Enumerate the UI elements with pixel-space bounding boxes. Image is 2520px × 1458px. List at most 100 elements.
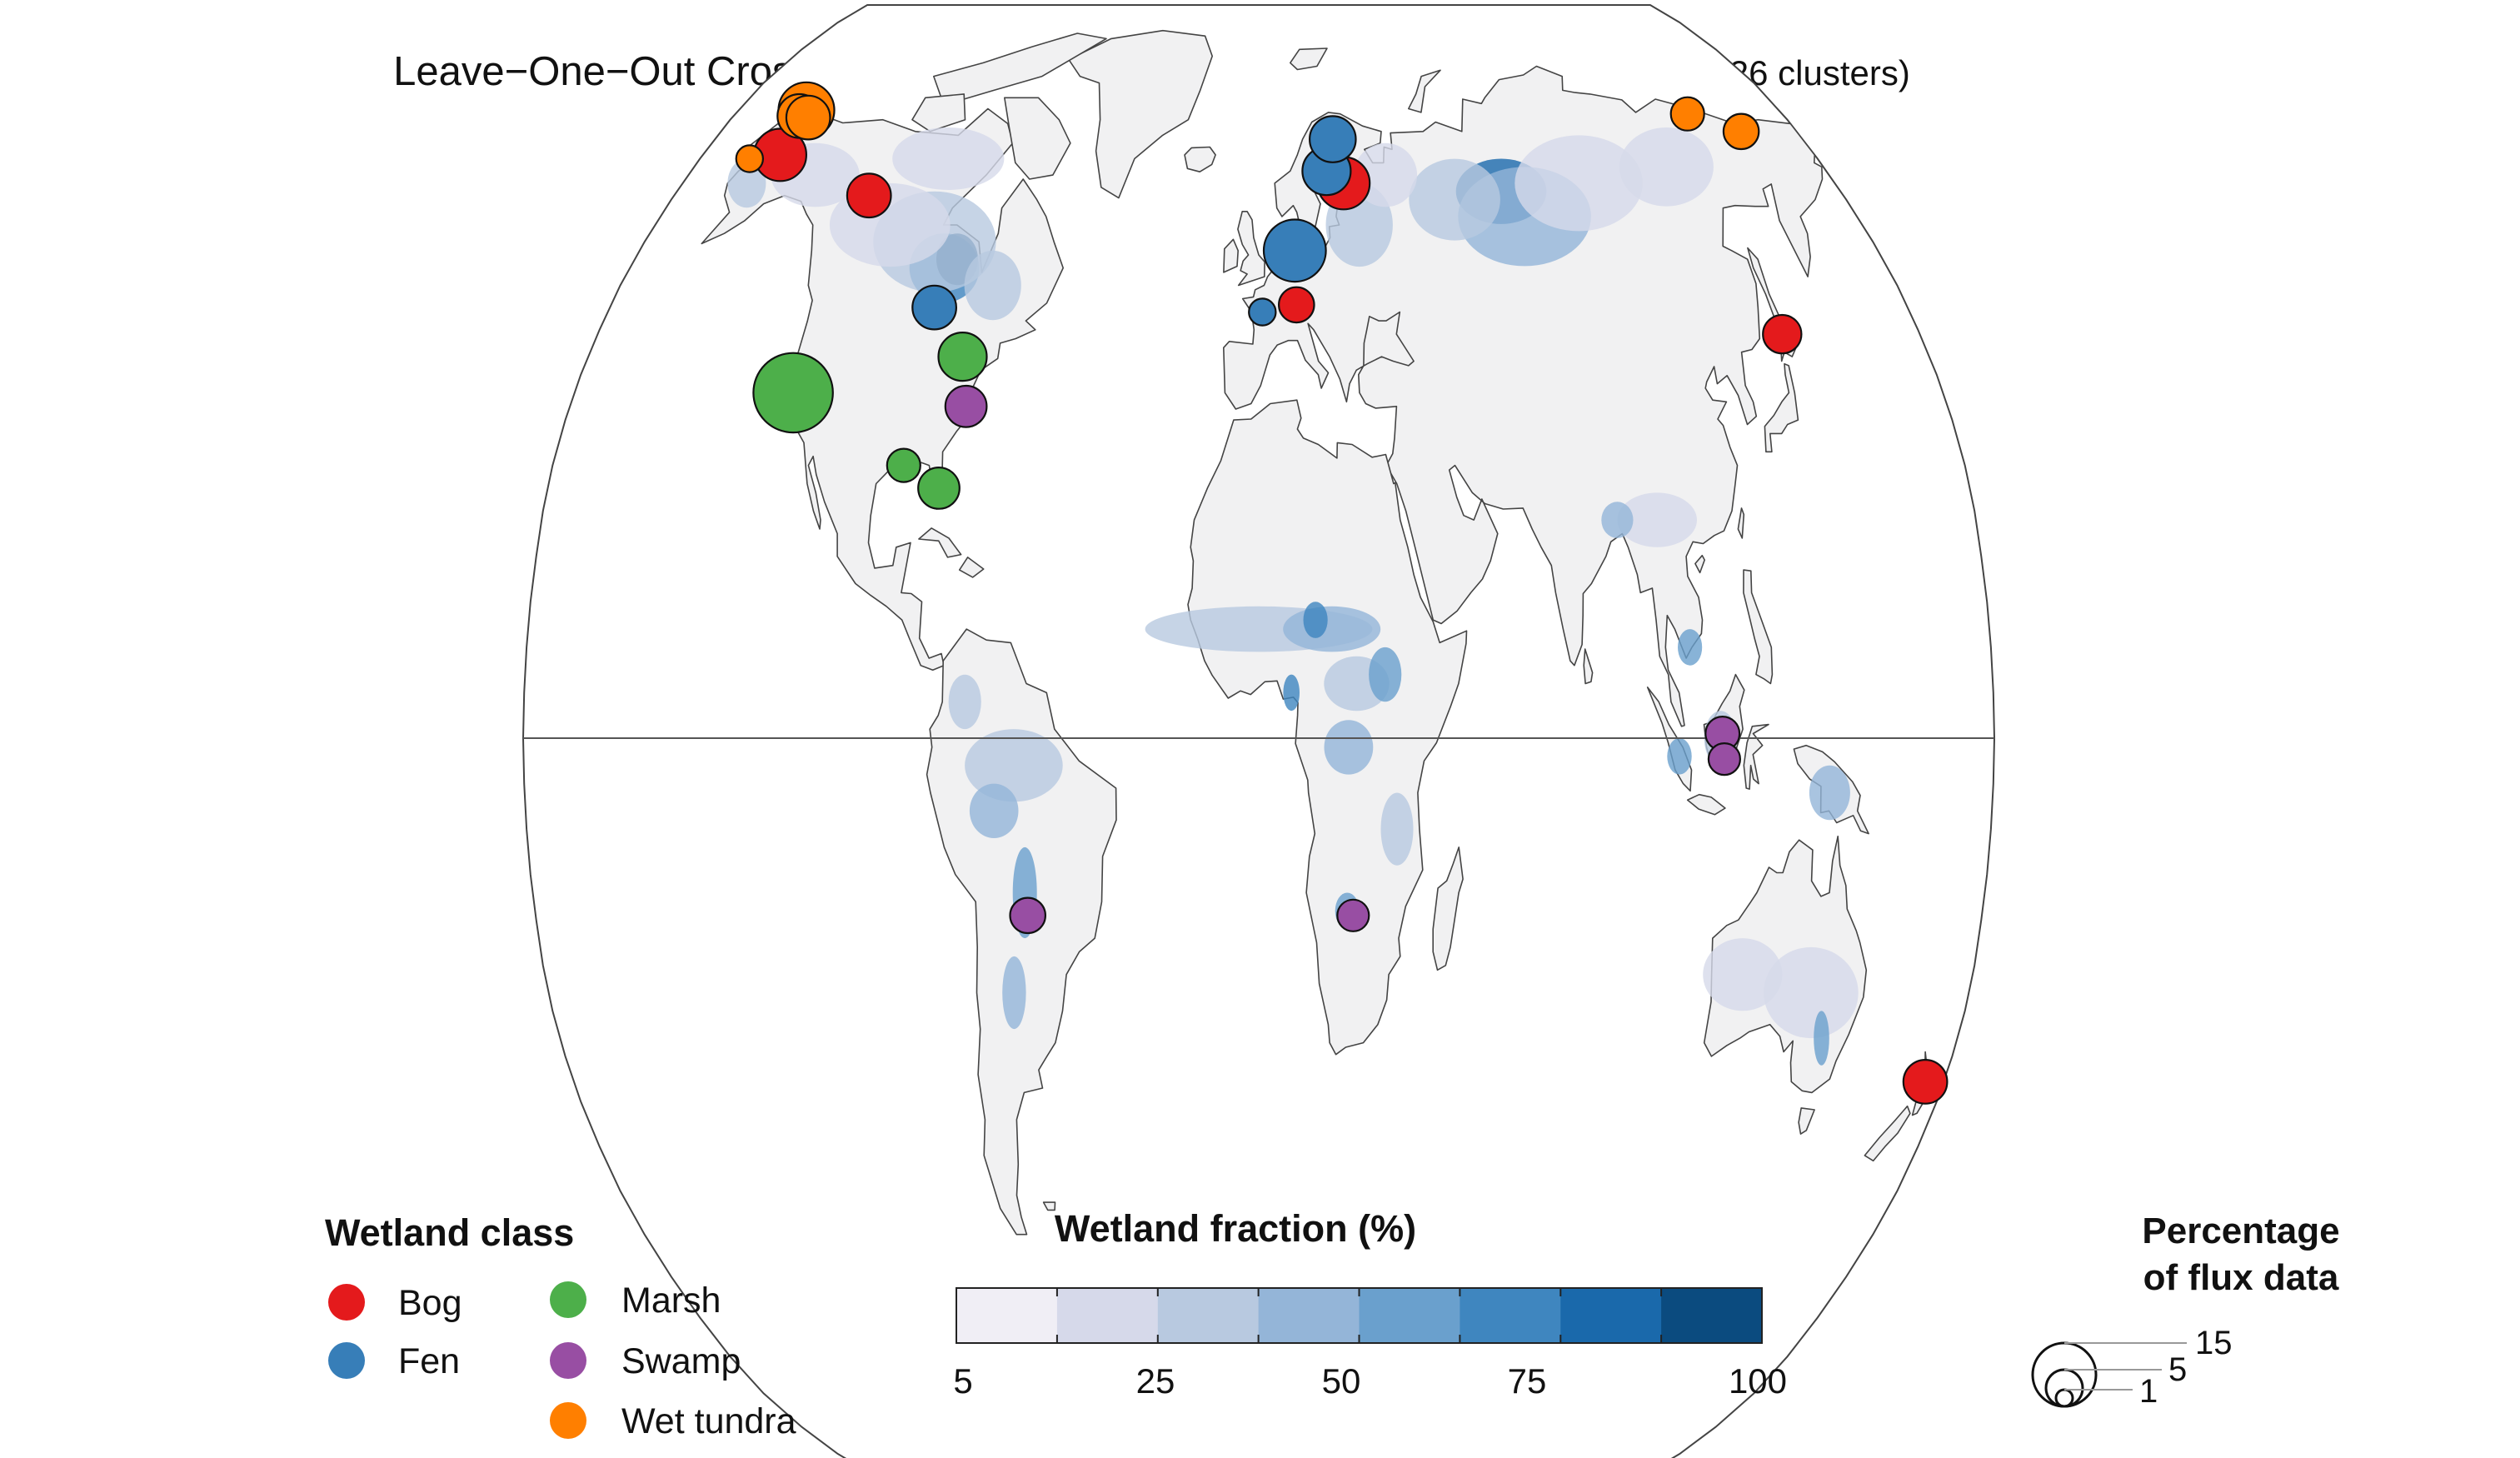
wetland-patch bbox=[964, 250, 1021, 321]
site-marker-marsh bbox=[886, 447, 921, 483]
land-cuba bbox=[918, 527, 962, 558]
land-hispaniola bbox=[958, 557, 985, 578]
land-iceland bbox=[1184, 146, 1216, 172]
wetland-patch bbox=[1514, 135, 1643, 232]
wetland-patch bbox=[1667, 738, 1692, 775]
land-ireland bbox=[1223, 238, 1239, 273]
colorbar-segment bbox=[1661, 1288, 1763, 1343]
colorbar-segment bbox=[1157, 1288, 1260, 1343]
site-marker-fen bbox=[1248, 297, 1277, 327]
land-great-britain bbox=[1237, 211, 1265, 287]
wetland-patch bbox=[1703, 938, 1783, 1011]
site-marker-fen bbox=[1262, 218, 1327, 283]
land-africa bbox=[1187, 399, 1468, 1056]
site-marker-wet-tundra bbox=[785, 94, 831, 141]
flux-data-size-legend: Percentage of flux data 15 5 1 bbox=[2031, 1211, 2340, 1410]
land-japan bbox=[1764, 362, 1799, 453]
site-marker-wet-tundra bbox=[1669, 96, 1705, 132]
wetland-patch bbox=[948, 674, 981, 730]
wetland-patch bbox=[969, 783, 1019, 838]
size-legend-circle-15 bbox=[2031, 1341, 2098, 1408]
wetland-patch bbox=[1303, 602, 1328, 638]
wetland-patch bbox=[1324, 720, 1374, 775]
site-marker-marsh bbox=[937, 332, 988, 382]
size-legend-label-5: 5 bbox=[2168, 1351, 2187, 1388]
land-sulawesi bbox=[1743, 723, 1769, 790]
wetland-patch bbox=[1619, 127, 1714, 207]
wetland-patch bbox=[1814, 1011, 1829, 1066]
wetland-patch bbox=[1809, 765, 1850, 821]
colorbar-segment bbox=[1359, 1288, 1460, 1343]
wetland-fraction-patches bbox=[727, 127, 1859, 1066]
colorbar-frame bbox=[956, 1287, 1763, 1344]
size-legend-label-15: 15 bbox=[2195, 1325, 2233, 1361]
site-marker-wet-tundra bbox=[1722, 112, 1760, 151]
wetland-fraction-colorbar bbox=[956, 1287, 1763, 1344]
colorbar-tick-label-100: 100 bbox=[1729, 1361, 1787, 1401]
fen-legend-label: Fen bbox=[398, 1341, 460, 1381]
colorbar-segment bbox=[1056, 1288, 1159, 1343]
wetland-patch bbox=[1002, 956, 1026, 1030]
land-victoria-island bbox=[911, 93, 966, 132]
swamp-legend-swatch bbox=[550, 1342, 586, 1379]
site-marker-swamp bbox=[944, 384, 988, 428]
colorbar-tick-label-75: 75 bbox=[1508, 1361, 1547, 1401]
wetland-fraction-legend: Wetland fraction (%) 5 25 50 75 100 bbox=[953, 1207, 1787, 1401]
site-marker-marsh bbox=[917, 467, 961, 510]
wetland-patch bbox=[1409, 158, 1500, 241]
site-marker-bog bbox=[1278, 286, 1315, 324]
wetland-patch bbox=[1283, 674, 1300, 712]
size-legend-title-line2: of flux data bbox=[2143, 1257, 2339, 1298]
marsh-legend-label: Marsh bbox=[621, 1281, 721, 1321]
site-marker-fen bbox=[911, 284, 957, 331]
wetland-patch bbox=[1380, 792, 1414, 866]
site-marker-marsh bbox=[752, 352, 834, 434]
land-java bbox=[1686, 793, 1726, 816]
land-greenland bbox=[1068, 29, 1213, 199]
land-sri-lanka bbox=[1583, 648, 1594, 685]
colorbar-segment bbox=[956, 1288, 1058, 1343]
swamp-legend-label: Swamp bbox=[621, 1341, 741, 1381]
wetland-fraction-legend-title: Wetland fraction (%) bbox=[1055, 1207, 1416, 1250]
land-baffin bbox=[1004, 97, 1071, 180]
site-marker-wet-tundra bbox=[735, 144, 765, 173]
wetland-class-legend-title: Wetland class bbox=[325, 1211, 574, 1254]
wetland-patch bbox=[1764, 946, 1859, 1039]
wetland-patch bbox=[1617, 492, 1697, 547]
size-legend-circle-5 bbox=[2044, 1368, 2084, 1408]
wetland-class-legend: Wetland class Bog Fen Marsh Swamp Wet tu… bbox=[325, 1211, 796, 1441]
wetland-patch bbox=[892, 127, 1005, 190]
bog-legend-label: Bog bbox=[398, 1283, 462, 1323]
colorbar-segment bbox=[1258, 1288, 1360, 1343]
colorbar-tick-label-5: 5 bbox=[953, 1361, 972, 1401]
land-hainan bbox=[1694, 554, 1705, 574]
land-madagascar bbox=[1432, 846, 1464, 971]
site-marker-bog bbox=[1902, 1058, 1949, 1105]
colorbar-segment bbox=[1460, 1288, 1561, 1343]
wetland-patch bbox=[1354, 142, 1418, 207]
wetland-patch bbox=[965, 729, 1063, 802]
wetland-patch bbox=[1283, 606, 1381, 652]
site-marker-bog bbox=[846, 172, 892, 219]
size-legend-circle-1 bbox=[2054, 1388, 2074, 1408]
wetland-patch bbox=[1678, 629, 1703, 666]
size-legend-title-line1: Percentage bbox=[2142, 1211, 2339, 1251]
marsh-legend-swatch bbox=[550, 1281, 586, 1318]
land-falklands bbox=[1042, 1201, 1056, 1211]
colorbar-tick-label-50: 50 bbox=[1322, 1361, 1361, 1401]
wet-tundra-legend-label: Wet tundra bbox=[621, 1401, 796, 1441]
site-marker-swamp bbox=[1336, 898, 1370, 932]
land-svalbard bbox=[1290, 47, 1328, 71]
wetland-patch bbox=[1601, 502, 1634, 538]
land-taiwan bbox=[1737, 507, 1745, 539]
flux-sites bbox=[735, 81, 1949, 1105]
wet-tundra-legend-swatch bbox=[550, 1402, 586, 1439]
site-marker-bog bbox=[1762, 313, 1803, 355]
land-tasmania bbox=[1798, 1107, 1815, 1135]
land-philippines bbox=[1743, 569, 1774, 685]
fen-legend-swatch bbox=[328, 1342, 365, 1379]
land-novaya-zemlya bbox=[1408, 69, 1441, 113]
bog-legend-swatch bbox=[328, 1284, 365, 1321]
colorbar-segment bbox=[1560, 1288, 1662, 1343]
